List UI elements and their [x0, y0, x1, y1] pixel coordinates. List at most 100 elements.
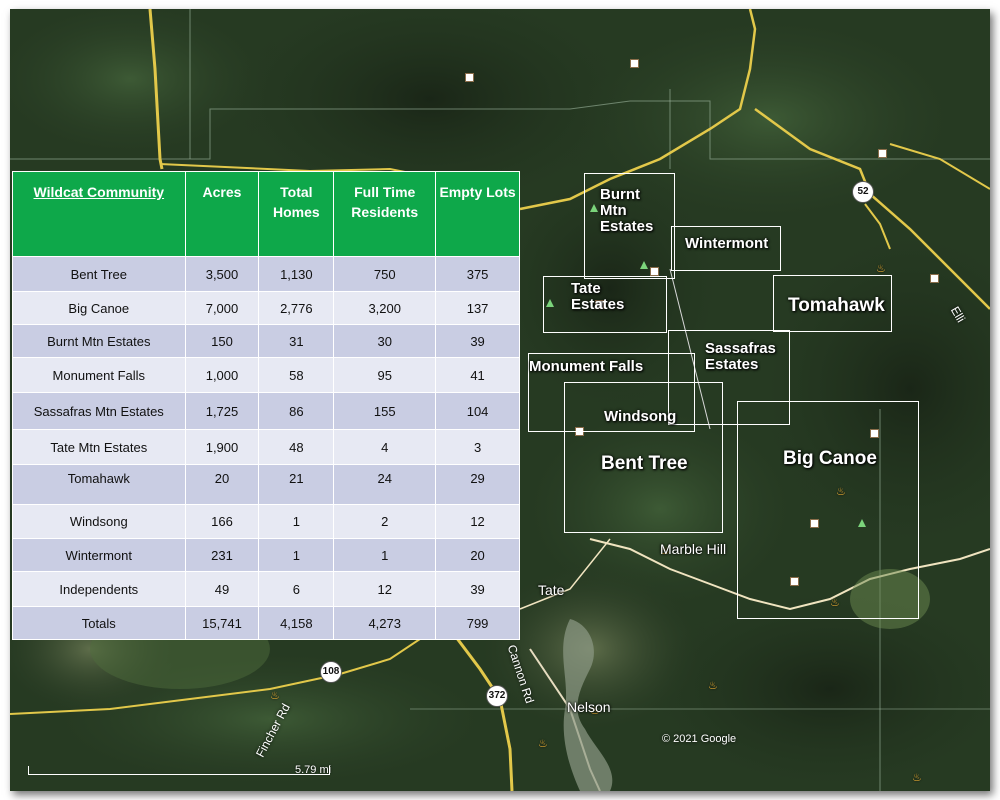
cell-residents: 12 [333, 571, 437, 607]
area-box-big-canoe[interactable] [737, 401, 919, 619]
header-empty-lots: Empty Lots [435, 171, 520, 257]
poi-marker [465, 73, 474, 82]
label-burnt-mtn: Burnt Mtn Estates [600, 186, 654, 235]
cell-acres: 1,900 [184, 429, 260, 465]
cell-empty-lots: 20 [435, 538, 520, 572]
label-wintermont: Wintermont [685, 235, 769, 252]
table-row: Bent Tree 3,500 1,130 750 375 [12, 256, 520, 292]
cell-residents: 4 [333, 429, 437, 465]
cell-community: Windsong [12, 504, 186, 539]
area-box-wintermont[interactable] [671, 226, 781, 271]
cell-empty-lots: 3 [435, 429, 520, 465]
table-row-totals: Totals 15,741 4,158 4,273 799 [12, 606, 520, 640]
community-stats-table: Wildcat Community Acres Total Homes Full… [12, 171, 520, 640]
cell-community: Sassafras Mtn Estates [12, 392, 186, 430]
cell-empty-lots: 12 [435, 504, 520, 539]
cell-residents: 750 [333, 256, 437, 292]
lodging-icon: ♨ [660, 545, 670, 557]
cell-acres: 49 [184, 571, 260, 607]
table-row: Independents 49 6 12 39 [12, 571, 520, 607]
header-full-time-residents: Full Time Residents [333, 171, 437, 257]
peak-marker [858, 519, 866, 527]
area-box-monument-falls[interactable] [528, 353, 695, 432]
cell-acres: 20 [184, 464, 260, 505]
poi-marker [810, 519, 819, 528]
cell-empty-lots: 39 [435, 571, 520, 607]
poi-marker [595, 300, 604, 309]
area-box-bent-tree[interactable] [564, 382, 723, 533]
cell-community: Tate Mtn Estates [12, 429, 186, 465]
label-monument-falls: Monument Falls [529, 358, 644, 375]
label-windsong: Windsong [604, 408, 677, 425]
cell-acres: 1,000 [184, 357, 260, 393]
poi-marker [650, 267, 659, 276]
cell-community: Burnt Mtn Estates [12, 324, 186, 358]
cell-community: Bent Tree [12, 256, 186, 292]
cell-empty-lots: 41 [435, 357, 520, 393]
poi-marker [878, 149, 887, 158]
peak-marker [590, 204, 598, 212]
cell-community: Wintermont [12, 538, 186, 572]
highway-shield-108: 108 [320, 661, 342, 683]
table-row: Sassafras Mtn Estates 1,725 86 155 104 [12, 392, 520, 430]
lodging-icon: ♨ [590, 705, 600, 717]
header-wildcat-community: Wildcat Community [12, 171, 186, 257]
cell-residents: 1 [333, 538, 437, 572]
map-copyright: © 2021 Google [662, 733, 737, 745]
poi-marker [870, 429, 879, 438]
table-row: Big Canoe 7,000 2,776 3,200 137 [12, 291, 520, 325]
table-row: Monument Falls 1,000 58 95 41 [12, 357, 520, 393]
scale-label: 5.79 mi [295, 764, 332, 776]
area-box-sassafras[interactable] [668, 330, 790, 425]
cell-total-homes: 58 [258, 357, 335, 393]
highway-shield-52: 52 [852, 181, 874, 203]
table-row: Tomahawk 20 21 24 29 [12, 464, 520, 505]
table-row: Wintermont 231 1 1 20 [12, 538, 520, 572]
cell-acres: 150 [184, 324, 260, 358]
header-acres: Acres [184, 171, 260, 257]
highway-shield-372: 372 [486, 685, 508, 707]
cell-acres: 231 [184, 538, 260, 572]
cell-total-homes: 6 [258, 571, 335, 607]
area-box-tomahawk[interactable] [773, 275, 892, 332]
cell-total-homes: 31 [258, 324, 335, 358]
lodging-icon: ♨ [270, 690, 280, 702]
cell-empty-lots: 39 [435, 324, 520, 358]
cell-acres: 166 [184, 504, 260, 539]
cell-empty-lots: 104 [435, 392, 520, 430]
place-marble-hill: Marble Hill [660, 541, 727, 557]
cell-residents: 30 [333, 324, 437, 358]
area-box-tate[interactable] [543, 276, 667, 333]
cell-acres: 3,500 [184, 256, 260, 292]
poi-marker [630, 59, 639, 68]
label-big-canoe: Big Canoe [783, 448, 877, 469]
cell-total-homes: 86 [258, 392, 335, 430]
table-row: Windsong 166 1 2 12 [12, 504, 520, 539]
cell-acres: 15,741 [184, 606, 260, 640]
cell-acres: 1,725 [184, 392, 260, 430]
table-row: Tate Mtn Estates 1,900 48 4 3 [12, 429, 520, 465]
cell-residents: 24 [333, 464, 437, 505]
cell-community: Tomahawk [12, 464, 186, 505]
cell-community: Totals [12, 606, 186, 640]
lodging-icon: ♨ [830, 597, 840, 609]
lodging-icon: ♨ [912, 772, 922, 784]
cell-acres: 7,000 [184, 291, 260, 325]
cell-residents: 155 [333, 392, 437, 430]
header-total-homes: Total Homes [258, 171, 335, 257]
place-tate: Tate [538, 582, 565, 598]
cell-residents: 3,200 [333, 291, 437, 325]
cell-total-homes: 48 [258, 429, 335, 465]
label-bent-tree: Bent Tree [601, 453, 688, 474]
poi-marker [790, 577, 799, 586]
cell-empty-lots: 137 [435, 291, 520, 325]
table-header-row: Wildcat Community Acres Total Homes Full… [12, 171, 520, 257]
cell-empty-lots: 375 [435, 256, 520, 292]
cell-empty-lots: 799 [435, 606, 520, 640]
label-tate: Tate Estates [571, 280, 625, 313]
place-nelson: Nelson [567, 699, 611, 715]
label-tomahawk: Tomahawk [788, 295, 885, 316]
cell-total-homes: 4,158 [258, 606, 335, 640]
cell-total-homes: 1 [258, 538, 335, 572]
poi-marker [930, 274, 939, 283]
